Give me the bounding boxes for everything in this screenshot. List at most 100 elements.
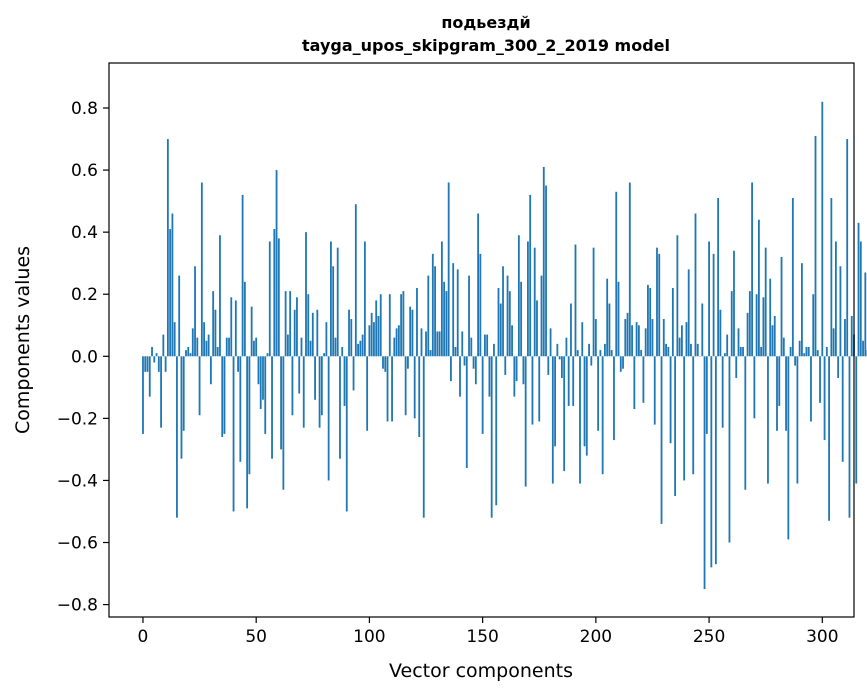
bar bbox=[767, 356, 769, 483]
bar bbox=[532, 356, 534, 424]
bar bbox=[373, 322, 375, 356]
bar bbox=[423, 356, 425, 517]
bar bbox=[495, 356, 497, 505]
bar bbox=[461, 331, 463, 356]
bar bbox=[504, 356, 506, 375]
bar bbox=[382, 356, 384, 368]
bar bbox=[217, 347, 219, 356]
bar bbox=[606, 279, 608, 357]
bar bbox=[710, 356, 712, 567]
bar bbox=[781, 257, 783, 356]
bar bbox=[695, 214, 697, 357]
bar bbox=[858, 223, 860, 356]
bar bbox=[466, 356, 468, 468]
bar bbox=[821, 102, 823, 356]
bar bbox=[806, 347, 808, 356]
bar bbox=[262, 356, 264, 399]
bar bbox=[486, 335, 488, 357]
bar bbox=[215, 310, 217, 357]
bar bbox=[434, 266, 436, 356]
bar bbox=[470, 338, 472, 357]
bar bbox=[536, 300, 538, 356]
bar bbox=[670, 356, 672, 443]
bar bbox=[418, 356, 420, 437]
bar bbox=[296, 297, 298, 356]
bar bbox=[473, 356, 475, 368]
bar bbox=[785, 356, 787, 430]
bar bbox=[588, 344, 590, 356]
bar bbox=[212, 291, 214, 356]
bar bbox=[817, 350, 819, 356]
bar bbox=[393, 338, 395, 357]
bar bbox=[321, 356, 323, 415]
bar bbox=[246, 356, 248, 508]
bar bbox=[835, 241, 837, 356]
bar bbox=[384, 356, 386, 372]
bar bbox=[744, 356, 746, 489]
bar bbox=[282, 356, 284, 489]
bar bbox=[489, 356, 491, 396]
bar bbox=[708, 241, 710, 356]
bar bbox=[552, 356, 554, 483]
bar bbox=[235, 300, 237, 356]
bar bbox=[726, 335, 728, 357]
bar bbox=[643, 356, 645, 403]
y-tick-label: −0.4 bbox=[57, 471, 98, 491]
bar bbox=[174, 322, 176, 356]
y-tick-label: −0.2 bbox=[57, 409, 98, 429]
bar bbox=[830, 198, 832, 356]
bar bbox=[475, 356, 477, 384]
bar bbox=[477, 214, 479, 357]
bar bbox=[538, 356, 540, 421]
bar bbox=[541, 276, 543, 357]
bar bbox=[341, 347, 343, 356]
bar bbox=[722, 356, 724, 427]
bar bbox=[624, 319, 626, 356]
bar bbox=[849, 356, 851, 517]
bar bbox=[842, 356, 844, 462]
bar bbox=[690, 344, 692, 356]
bar bbox=[276, 170, 278, 356]
bar bbox=[230, 297, 232, 356]
bar bbox=[622, 356, 624, 368]
bar bbox=[772, 325, 774, 356]
bar bbox=[640, 350, 642, 356]
bar bbox=[609, 304, 611, 357]
bar bbox=[611, 350, 613, 356]
bar bbox=[357, 344, 359, 356]
bar bbox=[846, 139, 848, 356]
bar bbox=[332, 266, 334, 356]
bar bbox=[248, 356, 250, 474]
bar bbox=[366, 356, 368, 430]
y-tick-label: −0.8 bbox=[57, 596, 98, 616]
bar bbox=[559, 356, 561, 359]
bar bbox=[280, 356, 282, 449]
bar bbox=[151, 347, 153, 356]
bar bbox=[740, 347, 742, 356]
bar bbox=[479, 254, 481, 356]
x-tick-label: 300 bbox=[806, 627, 838, 647]
bar bbox=[604, 344, 606, 356]
bar bbox=[405, 356, 407, 415]
bar bbox=[251, 307, 253, 357]
bar bbox=[620, 356, 622, 372]
bar bbox=[380, 294, 382, 356]
bar bbox=[815, 136, 817, 356]
bar bbox=[763, 297, 765, 356]
bar bbox=[629, 182, 631, 356]
bar bbox=[258, 356, 260, 384]
bar bbox=[271, 356, 273, 458]
bar bbox=[783, 338, 785, 357]
bar bbox=[264, 356, 266, 434]
bar bbox=[751, 182, 753, 356]
bar bbox=[178, 276, 180, 357]
bar bbox=[656, 248, 658, 357]
bar bbox=[796, 356, 798, 483]
bar bbox=[803, 353, 805, 356]
bar bbox=[554, 356, 556, 446]
bar bbox=[860, 241, 862, 356]
bar bbox=[579, 356, 581, 483]
bar bbox=[833, 328, 835, 356]
